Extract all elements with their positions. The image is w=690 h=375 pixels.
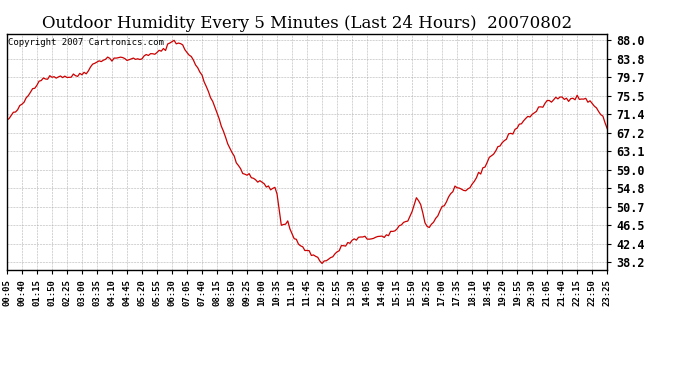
Title: Outdoor Humidity Every 5 Minutes (Last 24 Hours)  20070802: Outdoor Humidity Every 5 Minutes (Last 2… bbox=[42, 15, 572, 32]
Text: Copyright 2007 Cartronics.com: Copyright 2007 Cartronics.com bbox=[8, 39, 164, 48]
